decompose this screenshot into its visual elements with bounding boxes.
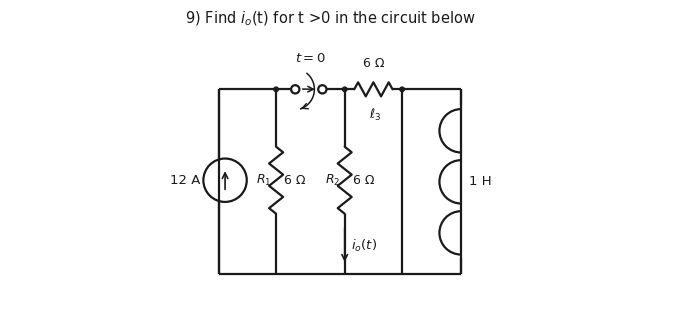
Text: $R_2$: $R_2$ bbox=[324, 173, 340, 188]
Text: 6 Ω: 6 Ω bbox=[284, 174, 305, 187]
Circle shape bbox=[291, 85, 299, 93]
Text: $i_o(t)$: $i_o(t)$ bbox=[351, 238, 377, 254]
Circle shape bbox=[274, 87, 279, 92]
Text: $\ell_3$: $\ell_3$ bbox=[369, 107, 381, 123]
Circle shape bbox=[400, 87, 404, 92]
Text: 12 A: 12 A bbox=[170, 174, 200, 187]
Text: 6 Ω: 6 Ω bbox=[352, 174, 374, 187]
Text: 6 Ω: 6 Ω bbox=[363, 56, 384, 70]
Text: 9) Find $i_o$(t) for t >0 in the circuit below: 9) Find $i_o$(t) for t >0 in the circuit… bbox=[185, 10, 475, 28]
Text: $t = 0$: $t = 0$ bbox=[295, 52, 326, 65]
Text: $R_1$: $R_1$ bbox=[256, 173, 271, 188]
Circle shape bbox=[318, 85, 326, 93]
Circle shape bbox=[342, 87, 347, 92]
Text: 1 H: 1 H bbox=[469, 175, 492, 188]
